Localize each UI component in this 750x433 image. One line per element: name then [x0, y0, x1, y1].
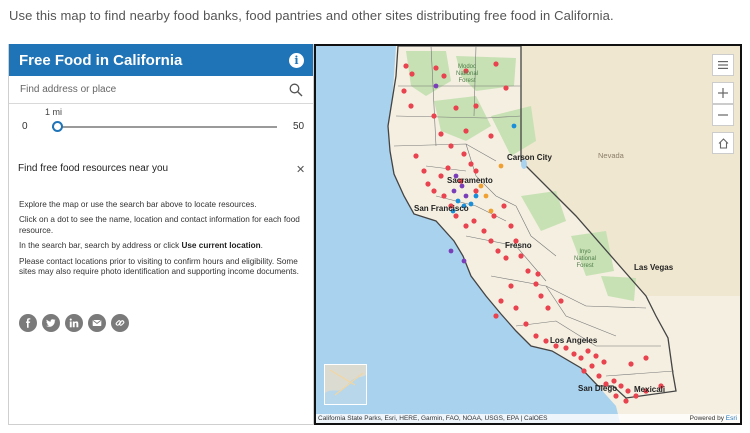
food-site-dots [450, 123, 517, 214]
powered-by: Powered by Esri [690, 414, 737, 423]
esri-link[interactable]: Esri [725, 415, 737, 422]
share-bar [19, 314, 129, 332]
slider-min-label: 0 [22, 121, 28, 132]
map-label-mexicali: Mexicali [634, 385, 666, 394]
slider-max-label: 50 [293, 121, 305, 132]
close-icon[interactable]: ✕ [296, 164, 306, 176]
link-icon[interactable] [111, 314, 129, 332]
lake [521, 159, 527, 169]
forest-area [456, 56, 516, 91]
map-label-los-angeles: Los Angeles [550, 336, 598, 345]
instructions: Explore the map or use the search bar ab… [19, 200, 304, 282]
menu-icon[interactable] [712, 54, 734, 76]
instruction-text: In the search bar, search by address or … [19, 241, 182, 251]
map-label-san-diego: San Diego [578, 384, 618, 393]
california-border [387, 46, 677, 399]
zoom-in-icon[interactable] [712, 82, 734, 104]
map-label-las-vegas: Las Vegas [634, 263, 674, 272]
distance-slider: 1 mi 0 50 [9, 104, 313, 156]
results-title: Find free food resources near you [18, 163, 169, 174]
linkedin-icon[interactable] [65, 314, 83, 332]
powered-by-prefix: Powered by [689, 415, 726, 422]
panel-header: Free Food in California i [9, 44, 313, 76]
intro-text: Use this map to find nearby food banks, … [9, 8, 614, 23]
home-icon[interactable] [712, 132, 734, 154]
food-site-dots [478, 163, 504, 214]
zoom-out-icon[interactable] [712, 104, 734, 126]
map-label-nevada: Nevada [598, 151, 624, 160]
panel-title: Free Food in California [19, 51, 183, 69]
map-label-carson-city: Carson City [507, 153, 552, 162]
search-panel: Free Food in California i 1 mi 0 50 Find… [8, 44, 314, 425]
food-site-dots [401, 61, 664, 404]
search-icon[interactable] [289, 83, 303, 97]
map-label-fresno: Fresno [505, 241, 532, 250]
map-attribution: California State Parks, Esri, HERE, Garm… [316, 414, 740, 423]
results-header: Find free food resources near you ✕ [9, 156, 313, 182]
facebook-icon[interactable] [19, 314, 37, 332]
map-label-modoc: Modoc National Forest [456, 64, 479, 84]
instruction-text: . [260, 241, 263, 251]
county-lines [393, 46, 675, 377]
forest-area [491, 106, 536, 156]
search-input[interactable] [20, 84, 270, 95]
use-current-location-text: Use current location [181, 241, 261, 251]
nevada-area [521, 46, 740, 296]
slider-handle[interactable] [51, 121, 63, 132]
map-label-san-francisco: San Francisco [414, 204, 469, 213]
email-icon[interactable] [88, 314, 106, 332]
instruction-paragraph: Please contact locations prior to visiti… [19, 256, 299, 277]
food-sites-map[interactable]: Modoc National Forest Carson City Nevada S… [314, 44, 742, 425]
instruction-paragraph: In the search bar, search by address or … [19, 241, 304, 251]
map-label-inyo: Inyo National Forest [574, 249, 597, 269]
forest-area [406, 51, 451, 96]
instruction-paragraph: Click on a dot to see the name, location… [19, 215, 300, 235]
info-icon[interactable]: i [289, 52, 304, 68]
twitter-icon[interactable] [42, 314, 60, 332]
slider-value-label: 1 mi [45, 107, 63, 117]
slider-track[interactable] [51, 121, 277, 132]
search-bar [9, 76, 313, 104]
map-basemap [387, 46, 740, 423]
overview-map[interactable] [324, 364, 367, 405]
food-site-dots [433, 83, 469, 264]
forest-area [521, 191, 566, 231]
map-controls [712, 54, 734, 154]
instruction-paragraph: Explore the map or use the search bar ab… [19, 200, 257, 209]
forest-area [601, 276, 636, 301]
map-label-sacramento: Sacramento [447, 176, 493, 185]
forest-area [571, 231, 614, 276]
